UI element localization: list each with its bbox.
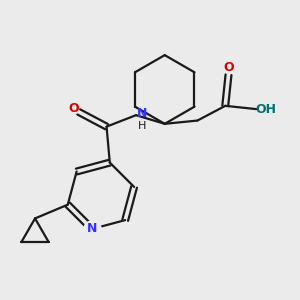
- Text: OH: OH: [255, 103, 276, 116]
- Text: N: N: [137, 107, 147, 120]
- Text: O: O: [223, 61, 234, 74]
- Text: H: H: [138, 121, 146, 131]
- Text: O: O: [68, 102, 79, 115]
- Text: N: N: [87, 223, 97, 236]
